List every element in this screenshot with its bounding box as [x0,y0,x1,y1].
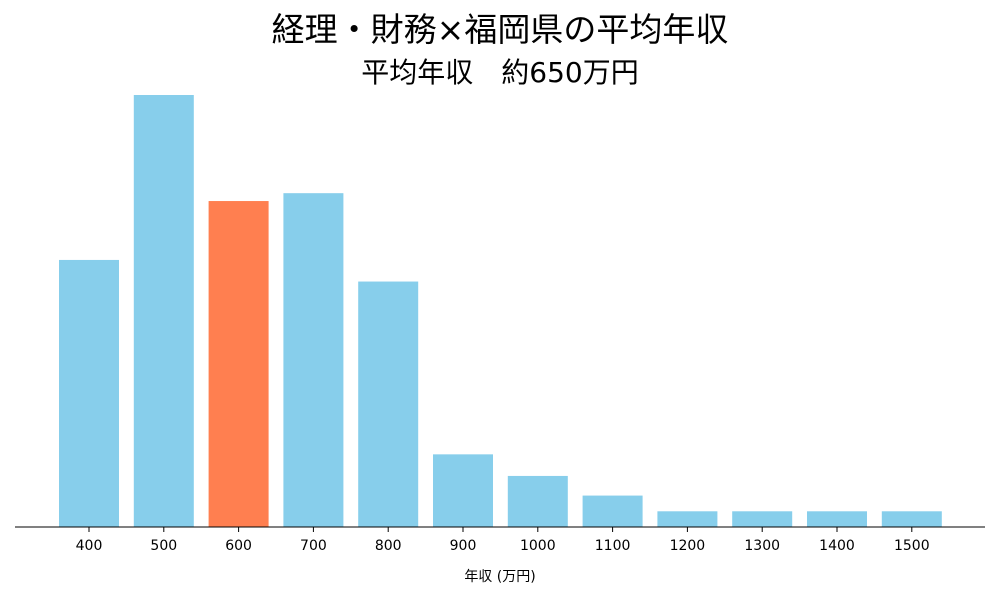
x-tick-label: 500 [150,538,177,554]
x-axis-label: 年収 (万円) [464,569,535,585]
bar-400 [59,259,119,527]
bar-1500 [881,511,942,527]
bar-1400 [807,511,867,527]
bar-500 [133,95,194,527]
bar-700 [283,193,344,527]
x-tick-label: 1500 [894,538,930,554]
x-tick-label: 800 [375,538,402,554]
x-tick-label: 700 [300,538,327,554]
chart-subtitle: 平均年収 約650万円 [361,56,639,89]
bar-1300 [732,511,793,527]
x-tick-label: 900 [450,538,477,554]
bars-group [59,95,942,527]
x-tick-label: 600 [225,538,252,554]
bar-900 [433,454,493,527]
bar-800 [358,281,419,527]
bar-600 [208,201,269,527]
bar-1200 [657,511,718,527]
x-tick-label: 1400 [819,538,855,554]
x-tick-label: 400 [76,538,103,554]
bar-1100 [582,495,643,527]
x-tick-label: 1200 [670,538,706,554]
chart-title: 経理・財務×福岡県の平均年収 [271,10,729,49]
bar-1000 [507,475,568,527]
x-ticks-group: 400 500 600 700 800 900 1000 1100 1200 1300 1400 15… [76,527,930,554]
x-tick-label: 1100 [595,538,631,554]
x-tick-label: 1300 [744,538,780,554]
x-tick-label: 1000 [520,538,556,554]
